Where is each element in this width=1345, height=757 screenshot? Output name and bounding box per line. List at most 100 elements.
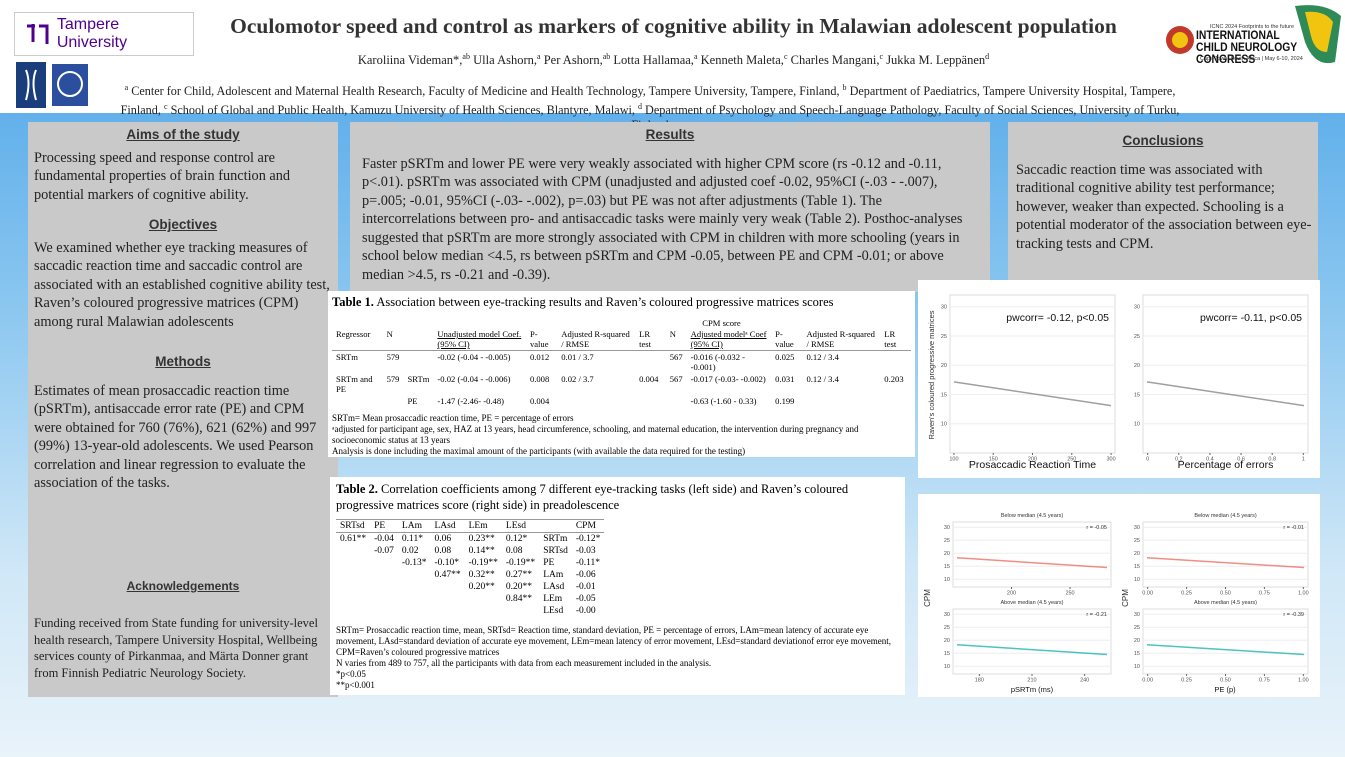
table-cell: -0.02 (-0.04 - -0.005) — [437, 352, 511, 362]
y-tick-label: 15 — [944, 564, 950, 570]
congress-logo: ICNC 2024 Footprints to the future — [1166, 5, 1341, 64]
y-tick-label: 20 — [1134, 551, 1140, 557]
table1: Regressor N Unadjusted model Coef. (95% CI… — [332, 328, 911, 407]
y-tick-label: 15 — [1134, 392, 1140, 398]
header-cell: PE — [374, 521, 386, 531]
methods-text: Estimates of mean prosaccadic reaction t… — [34, 382, 317, 492]
conclusions-panel: Conclusions Saccadic reaction time was a… — [1008, 122, 1318, 285]
y-tick-label: 30 — [1134, 525, 1140, 531]
annotation: pwcorr= -0.12, p<0.05 — [1006, 312, 1109, 324]
objectives-heading: Objectives — [148, 217, 218, 232]
table-cell — [430, 593, 464, 605]
x-tick-label: 0.00 — [1142, 591, 1153, 597]
header-cell: CPM — [575, 521, 596, 531]
table-cell: SRTsd — [543, 546, 568, 556]
table-cell: LEm — [543, 594, 563, 604]
table-cell — [336, 593, 370, 605]
table-row: 0.84** LEm -0.05 — [336, 593, 604, 605]
author-name: Lotta Hallamaa, — [613, 53, 694, 68]
figure1: Raven's coloured progressive matrices 101… — [918, 280, 1320, 478]
y-tick-label: 15 — [944, 651, 950, 657]
table-cell: 0.11* — [401, 534, 423, 544]
plot-area — [952, 521, 1112, 588]
author-sup: ab — [602, 52, 611, 61]
table-cell — [370, 569, 398, 581]
header-cell: Adjusted R-squared / RMSE — [806, 329, 875, 349]
table-cell — [398, 581, 431, 593]
y-tick-label: 10 — [1134, 422, 1140, 428]
author-name: Charles Mangani, — [790, 53, 880, 68]
table-cell: -0.06 — [575, 570, 596, 580]
author-sup: a — [537, 52, 541, 61]
table-cell: LAsd — [543, 582, 565, 592]
y-tick-label: 10 — [1134, 577, 1140, 583]
author-sup: c — [879, 52, 884, 61]
x-tick-label: 1.00 — [1298, 591, 1309, 597]
y-tick-label: 25 — [941, 334, 947, 340]
header-cell: LEm — [468, 521, 488, 531]
left-panel: Aims of the study Processing speed and r… — [28, 122, 338, 697]
header-row: SRTsd PE LAm LAsd LEm LEsd CPM — [336, 520, 605, 533]
y-tick-label: 30 — [941, 305, 947, 311]
table2: SRTsd PE LAm LAsd LEm LEsd CPM 0.61** -0.04 0.11*… — [336, 519, 605, 617]
x-axis-label: Percentage of errors — [1178, 459, 1274, 471]
x-tick-label: 0.4 — [1206, 457, 1214, 463]
x-tick-label: 0.6 — [1237, 457, 1245, 463]
header-cell: P-value — [775, 329, 794, 349]
table-cell: 0.08 — [505, 546, 523, 556]
y-axis-label: CPM — [1121, 589, 1130, 607]
table-cell: 0.47** — [434, 570, 461, 580]
table-cell — [398, 569, 431, 581]
logo-text: Tampere University — [56, 16, 128, 51]
congress-place: Cape Town, South Africa | May 6-10, 2024 — [1200, 56, 1303, 62]
table-cell: 0.203 — [884, 374, 904, 384]
header-cell: P-value — [529, 329, 549, 349]
x-tick-label: 0.8 — [1268, 457, 1276, 463]
table-row: 0.47** 0.32** 0.27** LAm -0.06 — [336, 569, 604, 581]
annotation: pwcorr= -0.11, p<0.05 — [1200, 312, 1302, 324]
author-sup: c — [783, 52, 788, 61]
x-tick-label: 200 — [1028, 457, 1037, 463]
x-tick-label: 210 — [1027, 678, 1036, 684]
table-cell: SRTm — [336, 352, 358, 362]
table-cell — [635, 351, 666, 374]
table-cell: 0.32** — [468, 570, 495, 580]
x-tick-label: 200 — [1007, 591, 1016, 597]
header-cell: N — [386, 329, 393, 339]
table-cell: -0.63 (-1.60 - 0.33) — [690, 396, 757, 406]
y-tick-label: 25 — [944, 538, 950, 544]
table-note: SRTm= Prosaccadic reaction time, mean, S… — [336, 625, 892, 657]
table-note: SRTm= Mean prosaccadic reaction time, PE… — [332, 413, 574, 423]
y-tick-label: 25 — [1134, 538, 1140, 544]
table-row: SRTm and PE 579 SRTm -0.02 (-0.04 - -0.006)… — [332, 373, 911, 395]
table-cell — [880, 395, 911, 407]
table-cell: -0.13* — [401, 558, 427, 568]
y-tick-label: 30 — [944, 525, 950, 531]
y-tick-label: 10 — [944, 577, 950, 583]
affiliation-sup: a — [124, 83, 129, 92]
x-tick-label: 250 — [1067, 457, 1076, 463]
x-tick-label: 0 — [1146, 457, 1149, 463]
plot-area — [1142, 608, 1309, 675]
acknowledgements-heading: Acknowledgements — [126, 578, 240, 593]
x-tick-label: 0.75 — [1259, 678, 1270, 684]
author-name: Ulla Ashorn, — [473, 53, 537, 68]
table-cell — [398, 593, 431, 605]
table2-box: Table 2. Correlation coefficients among … — [330, 477, 905, 695]
title: Oculomotor speed and control as markers … — [230, 14, 1117, 38]
table-note: Analysis is done including the maximal a… — [332, 446, 746, 456]
table-cell: SRTm and PE — [336, 374, 373, 394]
table-cell: 0.61** — [340, 534, 367, 544]
table-cell: 0.08 — [434, 546, 452, 556]
table-cell — [398, 605, 431, 617]
table-cell: 0.12 / 3.4 — [806, 374, 839, 384]
affiliation-text: School of Global and Public Health, Kamu… — [170, 103, 635, 118]
x-tick-label: 1 — [1302, 457, 1305, 463]
table-cell: LEsd — [543, 606, 564, 616]
y-tick-label: 20 — [944, 638, 950, 644]
header-cell: LAsd — [434, 521, 456, 531]
header-cell: LR test — [639, 329, 652, 349]
table-cell: 0.004 — [529, 396, 550, 406]
congress-name: INTERNATIONAL CHILD NEUROLOGY CONGRESS — [1196, 30, 1298, 66]
